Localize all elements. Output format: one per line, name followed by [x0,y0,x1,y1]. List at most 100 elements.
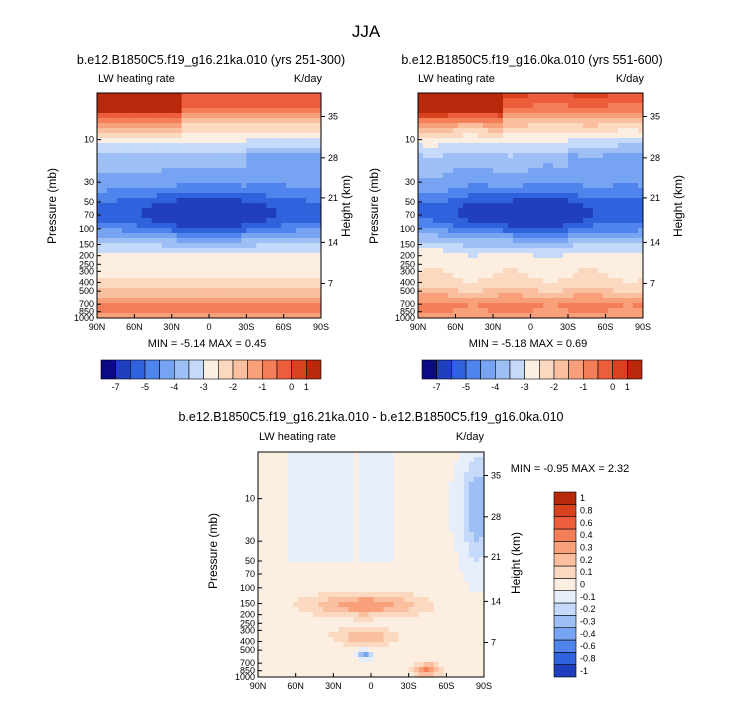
heatmap-cell [293,592,299,598]
heatmap-cell [266,158,272,164]
heatmap-cell [533,213,539,219]
heatmap-cell [131,233,138,239]
heatmap-cell [286,123,292,129]
heatmap-cell [176,143,183,149]
heatmap-cell [443,173,449,179]
heatmap-cell [633,98,639,104]
heatmap-cell [286,183,292,189]
heatmap-cell [298,582,304,588]
heatmap-cell [328,652,334,658]
heatmap-cell [126,273,133,279]
heatmap-cell [483,123,489,129]
colorbar-swatch [612,359,628,380]
heatmap-cell [258,657,264,663]
heatmap-cell [423,113,429,119]
heatmap-cell [443,188,449,194]
heatmap-cell [301,208,307,214]
heatmap-cell [97,133,103,139]
heatmap-cell [273,462,279,468]
heatmap-cell [298,502,304,508]
heatmap-cell [313,642,319,648]
heatmap-cell [628,148,634,154]
heatmap-cell [523,133,529,139]
heatmap-cell [283,602,289,608]
heatmap-cell [266,288,272,294]
heatmap-cell [613,123,619,129]
heatmap-cell [608,243,614,249]
heatmap-cell [106,288,113,294]
heatmap-cell [216,213,222,219]
heatmap-cell [136,108,143,114]
heatmap-cell [418,248,424,254]
heatmap-cell [276,123,282,129]
heatmap-cell [598,303,604,309]
heatmap-cell [298,652,304,658]
heatmap-cell [131,93,138,99]
heatmap-cell [226,193,232,199]
heatmap-cell [111,213,118,219]
heatmap-cell [291,253,297,259]
heatmap-cell [278,572,284,578]
y-tick-label: 400 [400,278,415,288]
heatmap-cell [528,213,534,219]
heatmap-cell [328,472,334,478]
heatmap-cell [633,233,639,239]
heatmap-cell [318,532,324,538]
heatmap-cell [538,308,544,314]
heatmap-cell [301,253,307,259]
heatmap-cell [543,223,549,229]
heatmap-cell [583,228,589,234]
heatmap-cell [508,298,514,304]
heatmap-cell [548,93,554,99]
heatmap-cell [308,532,314,538]
heatmap-cell [268,652,274,658]
heatmap-cell [583,248,589,254]
heatmap-cell [553,103,559,109]
heatmap-cell [241,238,247,244]
heatmap-cell [578,253,584,259]
heatmap-cell [318,607,324,613]
heatmap-cell [316,93,322,99]
heatmap-cell [533,168,539,174]
heatmap-cell [226,238,232,244]
heatmap-cell [543,113,549,119]
heatmap-cell [241,113,247,119]
heatmap-cell [303,517,309,523]
heatmap-cell [306,273,312,279]
heatmap-cell [428,223,434,229]
heatmap-cell [588,133,594,139]
heatmap-cell [176,228,183,234]
heatmap-cell [513,258,519,264]
heatmap-cell [428,188,434,194]
heatmap-cell [181,173,187,179]
heatmap-cell [463,273,469,279]
heatmap-cell [221,268,227,274]
heatmap-cell [206,113,212,119]
heatmap-cell [573,213,579,219]
heatmap-cell [166,293,173,299]
heatmap-cell [136,283,143,289]
heatmap-cell [181,213,187,219]
heatmap-cell [216,293,222,299]
heatmap-cell [488,253,494,259]
heatmap-cell [97,178,103,184]
heatmap-cell [301,178,307,184]
heatmap-cell [273,452,279,458]
heatmap-cell [221,118,227,124]
heatmap-cell [146,253,153,259]
heatmap-cell [276,248,282,254]
heatmap-cell [423,253,429,259]
heatmap-cell [276,188,282,194]
heatmap-cell [423,303,429,309]
heatmap-cell [603,118,609,124]
heatmap-cell [338,607,344,613]
heatmap-cell [306,203,312,209]
heatmap-cell [206,283,212,289]
heatmap-cell [553,98,559,104]
heatmap-cell [508,128,514,134]
heatmap-cell [453,198,459,204]
heatmap-cell [181,153,187,159]
heatmap-cell [316,233,322,239]
heatmap-cell [211,223,217,229]
heatmap-cell [503,248,509,254]
